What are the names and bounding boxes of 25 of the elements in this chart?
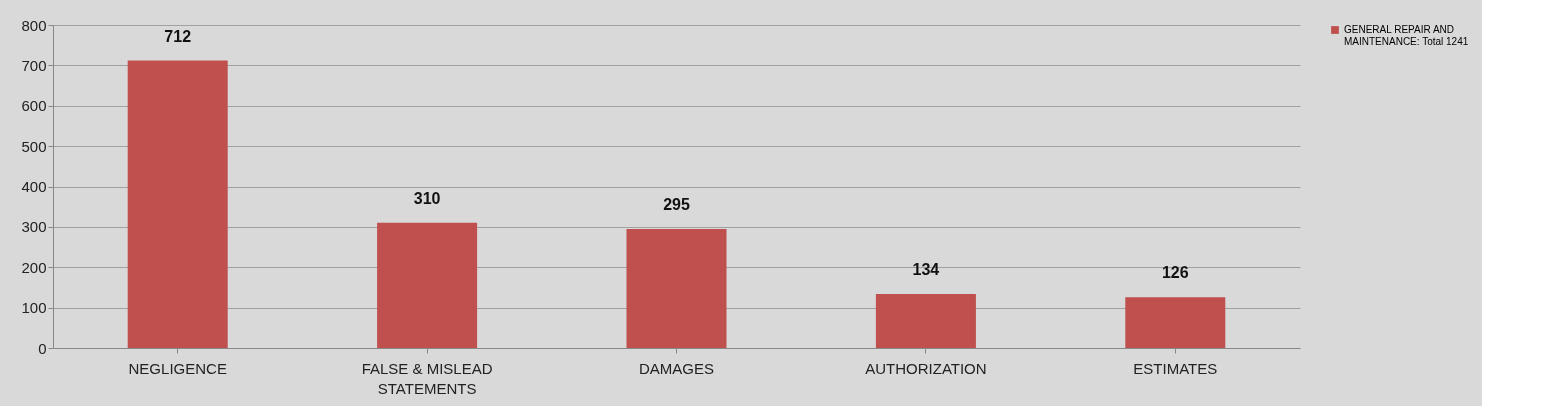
data-label: 295 xyxy=(663,195,690,213)
y-tick-label: 800 xyxy=(21,16,47,34)
legend-label: GENERAL REPAIR AND MAINTENANCE: Total 1241 xyxy=(1344,24,1469,47)
data-label: 712 xyxy=(164,27,192,45)
x-tick-label: AUTHORIZATION xyxy=(865,359,987,377)
bar xyxy=(875,293,976,348)
data-label: 126 xyxy=(1161,264,1189,282)
y-tick-label: 100 xyxy=(21,299,47,317)
y-tick-label: 0 xyxy=(38,339,47,357)
bar xyxy=(626,228,727,348)
y-tick-label: 200 xyxy=(21,258,47,276)
y-tick-label: 500 xyxy=(21,137,47,155)
data-label: 310 xyxy=(413,189,441,207)
bar xyxy=(127,60,228,348)
y-tick-label: 400 xyxy=(21,178,47,195)
y-tick-label: 300 xyxy=(21,218,47,236)
data-label: 134 xyxy=(912,260,940,278)
y-tick-label: 600 xyxy=(21,97,47,115)
bar xyxy=(377,222,478,348)
x-tick-label: DAMAGES xyxy=(638,359,715,377)
bar xyxy=(1125,297,1226,348)
x-tick-label: FALSE & MISLEAD STATEMENTS xyxy=(361,359,493,397)
y-tick-label: 700 xyxy=(21,56,47,74)
x-tick-label: NEGLIGENCE xyxy=(128,359,227,377)
x-tick-label: ESTIMATES xyxy=(1133,359,1218,377)
